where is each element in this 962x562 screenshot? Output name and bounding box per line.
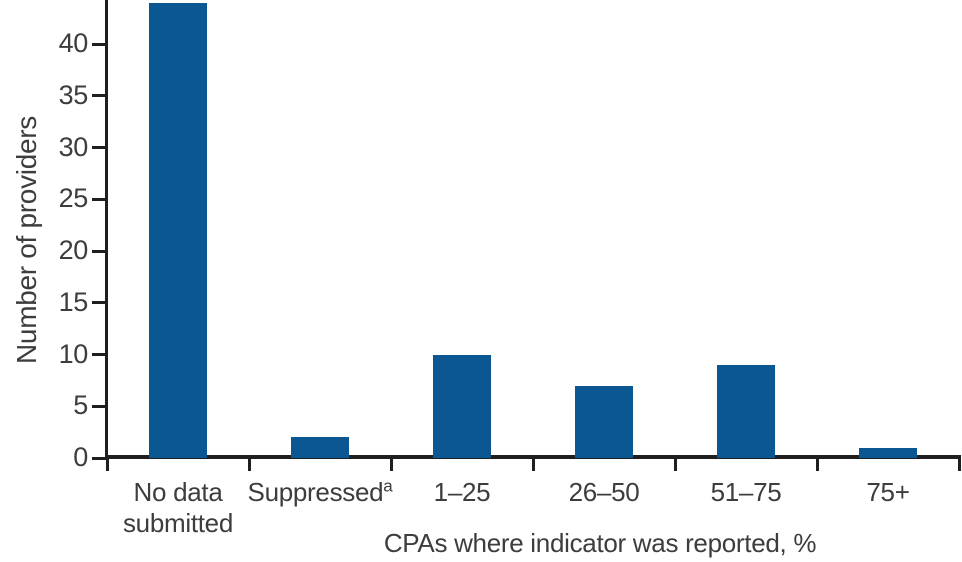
- x-tick: [815, 458, 819, 471]
- y-tick-label: 15: [58, 286, 89, 317]
- x-category-label-line: No data: [133, 477, 223, 507]
- y-tick-label: 35: [58, 79, 89, 110]
- y-axis-line: [105, 0, 108, 458]
- bar: [859, 447, 917, 458]
- x-category-label-line: submitted: [122, 508, 234, 538]
- x-category-label-line: 1–25: [433, 477, 491, 507]
- y-tick-label: 30: [58, 131, 89, 162]
- x-tick: [673, 458, 677, 471]
- x-axis-title: CPAs where indicator was reported, %: [383, 528, 817, 558]
- footnote-marker: a: [383, 476, 393, 496]
- y-tick: [92, 94, 107, 98]
- x-axis-line: [105, 455, 961, 459]
- x-tick: [105, 458, 109, 471]
- bar: [291, 437, 349, 458]
- y-tick: [92, 353, 107, 356]
- x-tick: [957, 458, 961, 471]
- x-tick: [247, 458, 251, 471]
- y-tick-label: 10: [58, 338, 89, 369]
- y-tick-label: 0: [73, 441, 88, 472]
- x-tick: [531, 458, 535, 471]
- x-category-label: Suppresseda: [248, 477, 393, 508]
- y-tick: [92, 301, 107, 305]
- bar: [433, 354, 491, 458]
- x-category-label: No data submitted: [123, 477, 233, 539]
- y-tick: [92, 456, 107, 460]
- bar: [717, 364, 775, 458]
- x-category-label-line: 51–75: [710, 477, 782, 507]
- x-category-label-line: 26–50: [568, 477, 640, 507]
- y-tick-label: 20: [58, 234, 89, 265]
- y-tick: [92, 146, 107, 149]
- bar: [575, 385, 633, 458]
- bar: [149, 2, 207, 458]
- y-tick: [92, 249, 107, 253]
- y-tick: [92, 197, 107, 201]
- y-tick: [92, 42, 107, 46]
- x-category-label: 26–50: [569, 477, 640, 508]
- y-tick-label: 25: [58, 183, 89, 214]
- y-tick: [92, 404, 107, 408]
- x-category-label: 75+: [866, 477, 910, 508]
- x-tick: [389, 458, 393, 471]
- x-category-label-line: Suppresseda: [247, 476, 393, 507]
- x-category-label-line: 75+: [866, 477, 910, 507]
- y-tick-label: 5: [73, 390, 88, 421]
- x-category-label: 1–25: [434, 477, 491, 508]
- x-category-label: 51–75: [711, 477, 782, 508]
- y-tick-label: 40: [58, 27, 89, 58]
